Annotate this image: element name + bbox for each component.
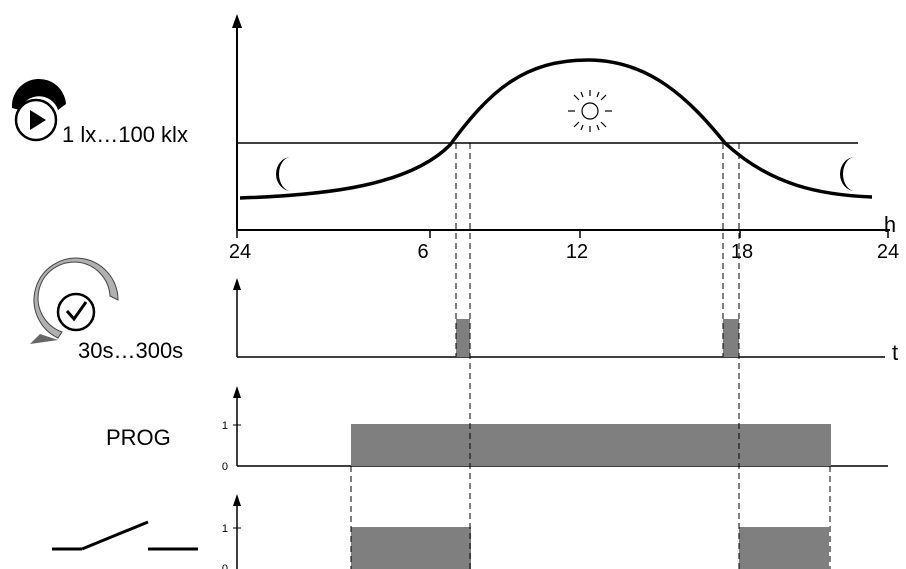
x-tick-label-6: 6 [417, 241, 428, 263]
prog-level-1-label: 1 [222, 420, 228, 432]
delay-pulse-evening [723, 319, 739, 357]
moon-icon [276, 157, 291, 191]
timer-dial-icon [30, 257, 119, 344]
delay-range-label: 30s…300s [78, 338, 183, 363]
light-panel: 24 6 12 18 24 h [11, 14, 899, 263]
light-curve [239, 58, 873, 200]
delay-axis-unit-t: t [892, 340, 898, 365]
delay-panel: t 30s…300s [30, 257, 898, 365]
moon-icon [840, 157, 855, 191]
contact-on-block-morning [351, 527, 471, 569]
x-tick-label-12: 12 [566, 241, 588, 263]
prog-y-arrow [233, 386, 241, 398]
contact-y-arrow [233, 494, 241, 506]
contact-level-1-label: 1 [222, 523, 228, 535]
prog-label: PROG [106, 425, 171, 450]
transition-guides [350, 143, 831, 569]
light-sensor-dial-icon [11, 78, 66, 142]
switch-contact-icon [52, 520, 198, 551]
delay-pulse-morning [456, 319, 470, 357]
contact-panel: 1 0 [52, 494, 829, 569]
prog-active-block [351, 424, 831, 466]
light-y-arrow [232, 14, 242, 28]
x-tick-label-18: 18 [731, 241, 753, 263]
light-range-label: 1 lx…100 klx [62, 122, 188, 147]
contact-level-0-label: 0 [222, 563, 228, 569]
x-tick-label-24-end: 24 [877, 241, 899, 263]
x-axis-unit-h: h [884, 212, 896, 237]
prog-level-0-label: 0 [222, 461, 228, 473]
light-x-ticks [236, 230, 889, 238]
prog-panel: 1 0 PROG [106, 386, 888, 473]
x-tick-label-24-start: 24 [229, 241, 251, 263]
contact-on-block-evening [739, 527, 829, 569]
sun-icon [568, 90, 612, 132]
delay-y-arrow [233, 278, 241, 290]
